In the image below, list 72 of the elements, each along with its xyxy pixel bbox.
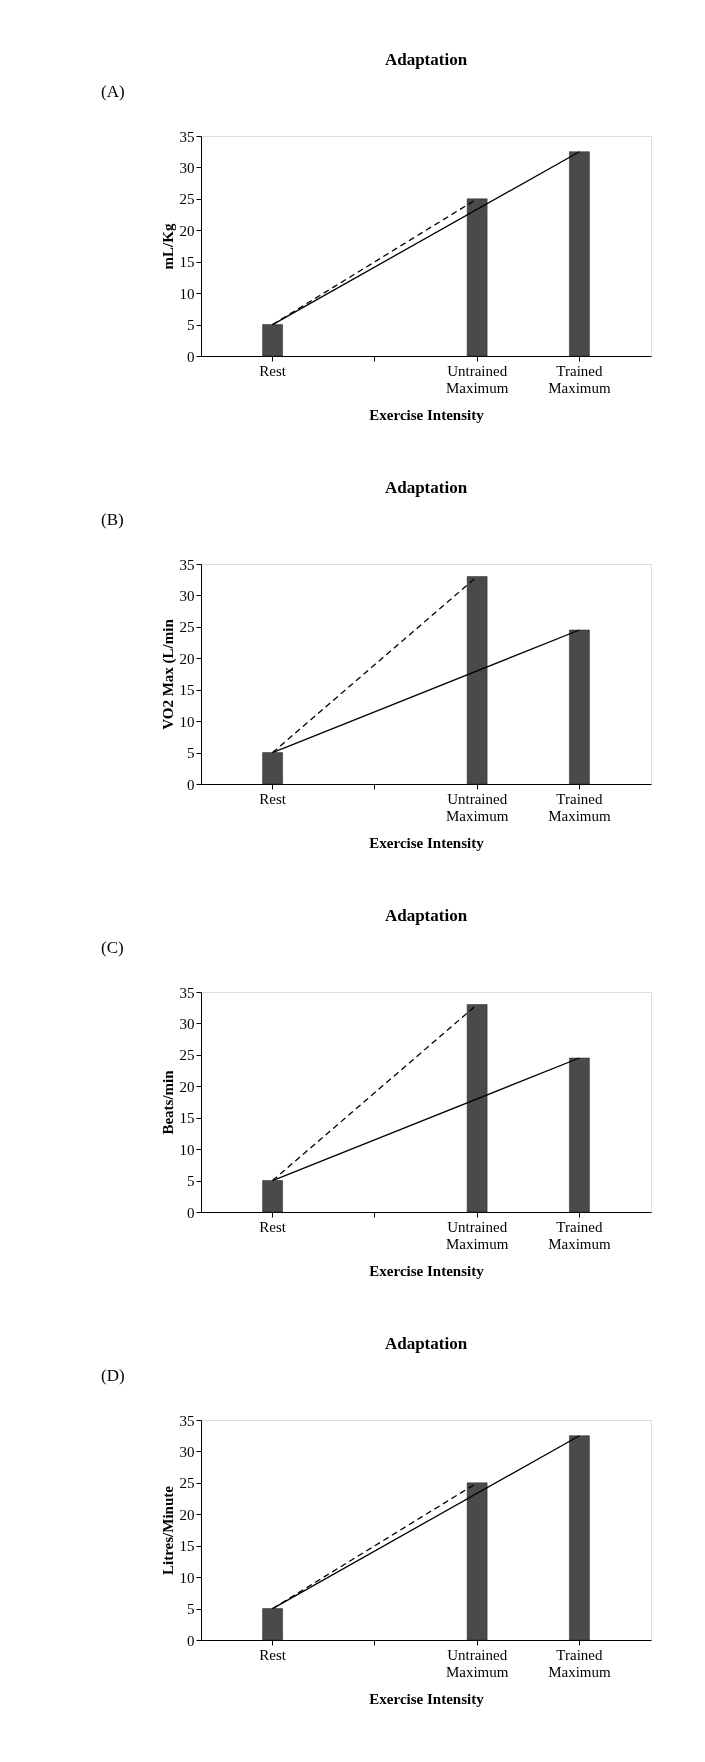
x-tick-label: Trained Maximum	[548, 362, 611, 396]
x-tick-label: Untrained Maximum	[445, 1646, 509, 1680]
y-tick-label: 0	[187, 776, 195, 793]
chart-title: Adaptation	[384, 906, 468, 925]
y-tick-label: 30	[179, 587, 195, 604]
x-tick-label: Rest	[259, 1218, 287, 1235]
text: (C)	[101, 938, 124, 957]
x-tick-label: Trained Maximum	[548, 1218, 611, 1252]
x-tick-label: Rest	[259, 790, 287, 807]
text: (D)	[101, 1366, 125, 1385]
y-tick-label: 10	[179, 713, 195, 730]
bar	[466, 198, 488, 357]
y-tick-label: 15	[179, 1538, 195, 1555]
x-axis-title: Exercise Intensity	[369, 1262, 485, 1279]
text: (B)	[101, 510, 124, 529]
x-axis-title: Exercise Intensity	[369, 1690, 485, 1707]
bar	[569, 1057, 590, 1213]
y-axis-title: Litres/Minute	[159, 1485, 176, 1575]
chart-title: Adaptation	[384, 50, 468, 69]
y-tick-label: 35	[179, 128, 195, 145]
y-tick-label: 10	[179, 1141, 195, 1158]
y-axis-title: Beats/min	[159, 1069, 176, 1135]
x-tick-label: Untrained Maximum	[445, 1218, 509, 1252]
y-tick-label: 15	[179, 1110, 195, 1127]
y-tick-label: 25	[179, 1475, 195, 1492]
y-tick-label: 25	[179, 1047, 195, 1064]
y-tick-label: 10	[179, 285, 195, 302]
y-tick-label: 30	[179, 159, 195, 176]
x-tick-label: Rest	[259, 1646, 287, 1663]
y-tick-label: 20	[179, 1078, 195, 1095]
bar	[262, 1608, 283, 1641]
bar	[262, 1180, 283, 1213]
y-axis-title: mL/Kg	[159, 223, 176, 270]
bar	[569, 151, 590, 357]
y-tick-label: 25	[179, 191, 195, 208]
x-axis-title: Exercise Intensity	[369, 834, 485, 851]
x-axis-title: Exercise Intensity	[369, 406, 485, 423]
bar	[569, 1435, 590, 1641]
y-tick-label: 5	[187, 317, 195, 334]
y-tick-label: 20	[179, 1506, 195, 1523]
x-tick-label: Trained Maximum	[548, 790, 611, 824]
bar	[569, 629, 590, 785]
y-tick-label: 5	[187, 745, 195, 762]
y-tick-label: 35	[179, 556, 195, 573]
y-tick-label: 30	[179, 1443, 195, 1460]
y-tick-label: 30	[179, 1015, 195, 1032]
y-tick-label: 20	[179, 222, 195, 239]
bar	[466, 1004, 488, 1213]
y-tick-label: 0	[187, 1204, 195, 1221]
y-axis-title: VO2 Max (L/min	[159, 618, 177, 730]
y-tick-label: 0	[187, 1632, 195, 1649]
bar	[262, 324, 283, 357]
bar	[466, 1482, 488, 1641]
x-tick-label: Rest	[259, 362, 287, 379]
y-tick-label: 10	[179, 1569, 195, 1586]
x-tick-label: Trained Maximum	[548, 1646, 611, 1680]
y-tick-label: 35	[179, 984, 195, 1001]
y-tick-label: 0	[187, 348, 195, 365]
y-tick-label: 15	[179, 682, 195, 699]
bar	[262, 752, 283, 785]
y-tick-label: 5	[187, 1601, 195, 1618]
bar	[466, 576, 488, 785]
y-tick-label: 35	[179, 1412, 195, 1429]
text: (A)	[101, 82, 125, 101]
x-tick-label: Untrained Maximum	[445, 790, 509, 824]
y-tick-label: 15	[179, 254, 195, 271]
chart-title: Adaptation	[384, 1334, 468, 1353]
y-tick-label: 20	[179, 650, 195, 667]
chart-title: Adaptation	[384, 478, 468, 497]
y-tick-label: 5	[187, 1173, 195, 1190]
y-tick-label: 25	[179, 619, 195, 636]
x-tick-label: Untrained Maximum	[445, 362, 509, 396]
